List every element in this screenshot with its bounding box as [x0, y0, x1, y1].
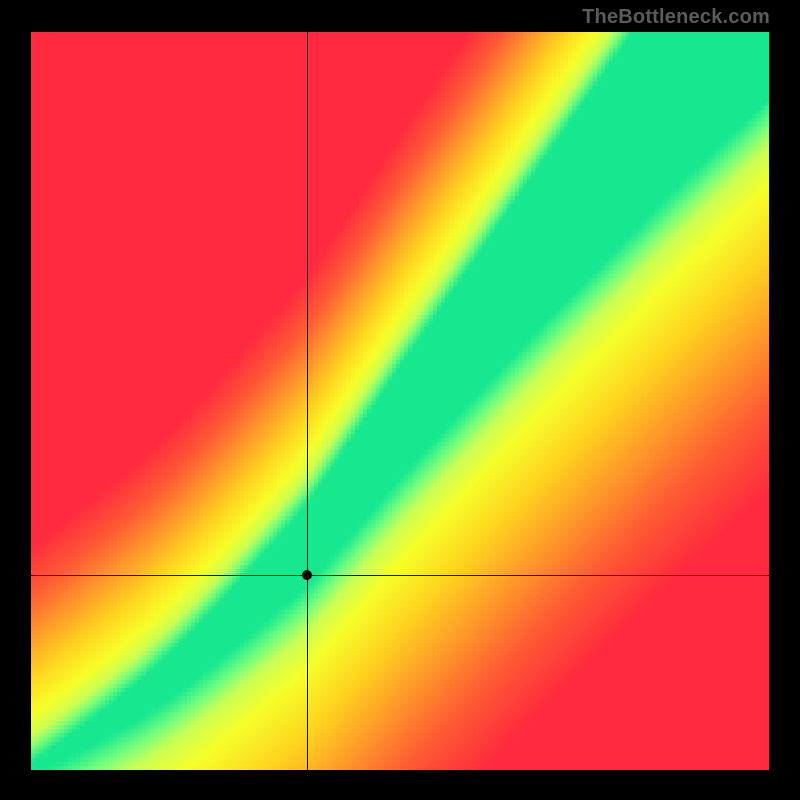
watermark-text: TheBottleneck.com — [582, 6, 770, 29]
chart-container: { "watermark": { "text": "TheBottleneck.… — [0, 0, 800, 800]
heatmap-plot — [31, 32, 769, 770]
crosshair-horizontal — [31, 575, 769, 576]
heatmap-canvas — [31, 32, 769, 770]
crosshair-vertical — [307, 32, 308, 770]
crosshair-marker — [302, 570, 312, 580]
